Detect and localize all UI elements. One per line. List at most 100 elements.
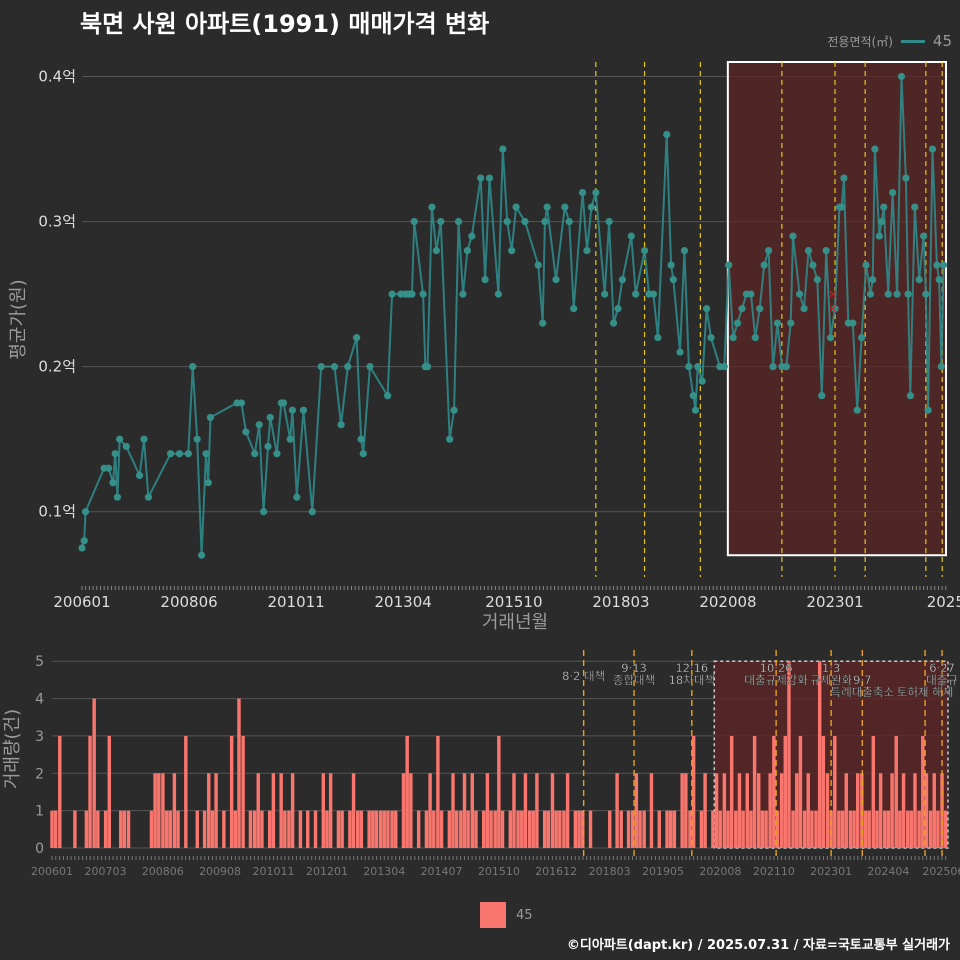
volume-bar [237,698,241,848]
price-point [450,406,458,414]
price-point [747,290,755,298]
price-point [880,203,888,211]
volume-bar [810,810,814,848]
volume-x-tick-label: 200601 [31,865,73,878]
volume-bar [451,773,455,848]
price-point [849,319,857,327]
volume-bar [554,810,558,848]
price-point [605,217,613,226]
price-point [353,334,361,342]
volume-bar [436,735,440,848]
volume-bar [340,810,344,848]
volume-bar [512,773,516,848]
price-cancel-mark: × [828,302,838,316]
price-point [578,188,587,197]
volume-bar [680,773,684,848]
volume-bar [202,810,207,848]
price-point [649,290,658,298]
price-point [904,290,912,298]
volume-bar [207,773,211,848]
price-point [756,305,764,313]
price-point [800,305,808,313]
volume-bar [883,810,887,848]
price-point [809,261,817,269]
price-point [251,450,259,458]
volume-bar [562,810,566,848]
price-x-tick-label: 202301 [806,593,863,611]
volume-policy-annotation: 대출규제강화 [744,673,808,687]
volume-bar [875,810,879,848]
price-point [111,450,119,458]
volume-bar [726,810,730,848]
volume-bar [638,810,642,848]
volume-bar [608,810,612,848]
price-point [862,261,870,269]
volume-bar [936,810,940,848]
price-point [410,217,418,226]
volume-bar [795,773,799,848]
volume-bar [558,810,562,848]
volume-bar [764,810,768,848]
volume-bar [699,810,704,848]
volume-bar [852,810,856,848]
price-point [135,471,144,480]
price-point [583,246,591,255]
volume-bar [164,810,169,848]
price-point [279,399,288,407]
volume-bar [886,810,891,848]
price-point [419,290,427,298]
price-point [685,363,693,371]
price-point [889,188,897,197]
volume-x-tick-label: 201011 [253,865,295,878]
price-point [541,217,549,226]
volume-bar [898,810,902,848]
volume-policy-annotation: 1·3 [822,661,840,675]
volume-bar [535,773,539,848]
volume-bar [313,810,318,848]
price-point [827,334,835,342]
volume-bar [96,810,100,848]
price-point [366,363,374,371]
price-point [432,246,440,255]
price-point [691,406,700,414]
volume-bar [153,773,157,848]
volume-bar [92,698,96,848]
volume-bar [550,773,555,848]
price-point [293,493,301,501]
volume-bar [470,773,474,848]
volume-bar [775,810,780,848]
price-point [924,406,932,414]
price-point [552,276,560,284]
volume-bar [523,773,528,848]
volume-bar [378,810,383,848]
volume-bar [184,735,188,848]
volume-legend-swatch [480,902,506,928]
price-point [288,406,297,414]
price-point [680,246,689,255]
price-x-tick-label: 201510 [485,593,542,611]
volume-bar [546,810,551,848]
volume-bar [386,810,390,848]
price-point [266,413,274,422]
volume-bar [588,810,593,848]
price-point [840,174,848,182]
volume-bar [737,773,742,848]
volume-bar [394,810,398,848]
price-point [494,290,502,298]
volume-bar [829,810,833,848]
price-point [78,544,86,552]
volume-policy-annotation: 특례대출축소 [831,685,894,699]
volume-policy-annotation: 토허제 해제 [897,685,954,699]
volume-legend: 45 [480,902,533,928]
volume-bar [752,735,757,848]
legend-series-label: 45 [932,32,952,50]
price-point [423,363,432,371]
price-point [308,508,316,516]
volume-bar [176,810,180,848]
volume-bar [271,773,276,848]
price-point [113,493,122,501]
volume-bar [814,810,818,848]
price-point [485,174,494,182]
volume-bar [837,810,841,848]
